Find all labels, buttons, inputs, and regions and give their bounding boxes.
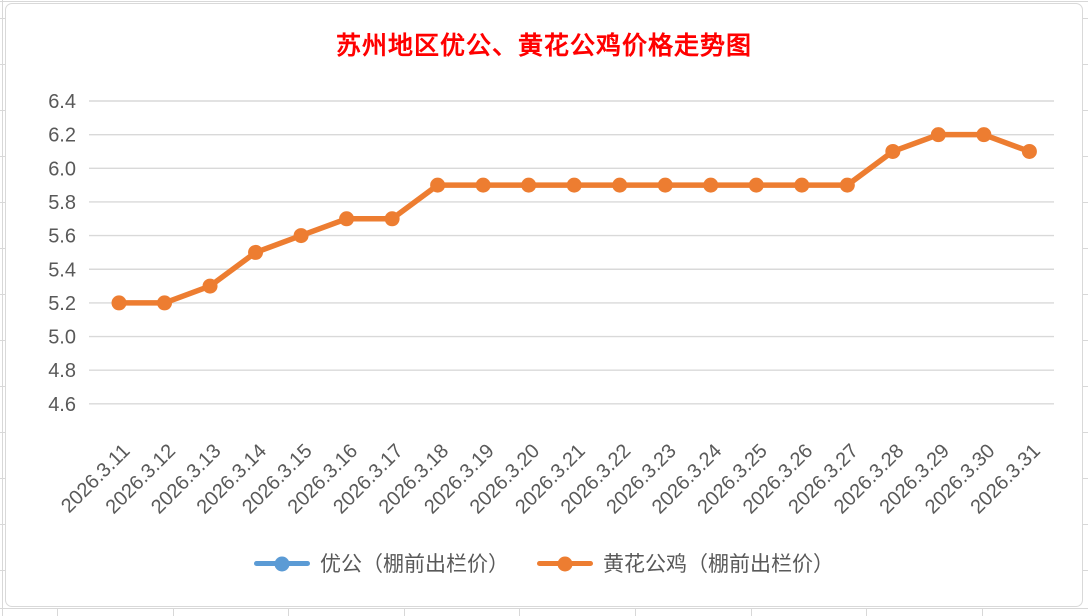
spreadsheet-gridline bbox=[1083, 570, 1088, 571]
data-point[interactable] bbox=[1021, 143, 1037, 159]
spreadsheet-gridline bbox=[1083, 432, 1088, 433]
spreadsheet-gridline bbox=[173, 609, 174, 616]
y-axis-label: 5.4 bbox=[48, 259, 76, 281]
spreadsheet-gridline bbox=[2, 0, 3, 616]
data-point[interactable] bbox=[976, 127, 992, 143]
data-point[interactable] bbox=[293, 228, 309, 244]
spreadsheet-gridline bbox=[1083, 294, 1088, 295]
spreadsheet-gridline bbox=[0, 386, 6, 387]
spreadsheet-gridline bbox=[0, 570, 6, 571]
data-point[interactable] bbox=[521, 177, 537, 193]
spreadsheet-gridline bbox=[1083, 524, 1088, 525]
data-point[interactable] bbox=[430, 177, 446, 193]
data-point[interactable] bbox=[248, 244, 264, 260]
spreadsheet-gridline bbox=[0, 432, 6, 433]
data-point[interactable] bbox=[566, 177, 582, 193]
spreadsheet-gridline bbox=[404, 609, 405, 616]
huanghua-series-line[interactable] bbox=[116, 131, 1033, 306]
spreadsheet-gridline bbox=[1083, 156, 1088, 157]
spreadsheet-gridline bbox=[0, 340, 6, 341]
data-point[interactable] bbox=[157, 295, 173, 311]
spreadsheet-gridline bbox=[1083, 386, 1088, 387]
chart: 苏州地区优公、黄花公鸡价格走势图 6.4 6.2 6.0 5.8 5.6 5.4 5.2 5.… bbox=[5, 3, 1083, 607]
legend-label-huanghua: 黄花公鸡（棚前出栏价） bbox=[603, 552, 834, 576]
data-point[interactable] bbox=[885, 143, 901, 159]
spreadsheet-gridline bbox=[0, 524, 6, 525]
spreadsheet-gridline bbox=[57, 609, 58, 616]
spreadsheet-gridline bbox=[0, 202, 6, 203]
spreadsheet-gridline bbox=[1083, 64, 1088, 65]
spreadsheet-gridline bbox=[1083, 248, 1088, 249]
data-point[interactable] bbox=[475, 177, 491, 193]
spreadsheet-gridline bbox=[866, 609, 867, 616]
y-axis-label: 5.2 bbox=[48, 293, 76, 315]
spreadsheet-gridline bbox=[0, 156, 6, 157]
data-point[interactable] bbox=[612, 177, 628, 193]
data-point[interactable] bbox=[794, 177, 810, 193]
data-point[interactable] bbox=[748, 177, 764, 193]
data-point[interactable] bbox=[839, 177, 855, 193]
spreadsheet-gridline bbox=[751, 609, 752, 616]
yougong-series-marker-icon bbox=[254, 556, 310, 571]
chart-legend: 优公（棚前出栏价） 黄花公鸡（棚前出栏价） bbox=[6, 552, 1082, 575]
spreadsheet-gridline bbox=[1083, 202, 1088, 203]
data-point[interactable] bbox=[111, 295, 127, 311]
chart-title: 苏州地区优公、黄花公鸡价格走势图 bbox=[335, 33, 752, 60]
data-point[interactable] bbox=[930, 127, 946, 143]
legend-item-huanghua[interactable]: 黄花公鸡（棚前出栏价） bbox=[537, 552, 834, 575]
spreadsheet-gridline bbox=[0, 478, 6, 479]
spreadsheet-gridline bbox=[288, 609, 289, 616]
y-axis-label: 5.8 bbox=[48, 192, 76, 214]
spreadsheet-gridline bbox=[635, 609, 636, 616]
spreadsheet-gridline bbox=[0, 294, 6, 295]
spreadsheet-gridline bbox=[0, 18, 6, 19]
spreadsheet-gridline bbox=[0, 1, 1088, 2]
y-axis-label: 5.6 bbox=[48, 226, 76, 248]
spreadsheet-gridline bbox=[0, 248, 6, 249]
legend-item-yougong[interactable]: 优公（棚前出栏价） bbox=[254, 552, 509, 575]
legend-label-yougong: 优公（棚前出栏价） bbox=[320, 552, 509, 576]
data-point[interactable] bbox=[384, 211, 400, 227]
spreadsheet-gridline bbox=[1083, 18, 1088, 19]
data-point[interactable] bbox=[202, 278, 218, 294]
spreadsheet-gridline bbox=[1083, 110, 1088, 111]
y-axis-label: 6.4 bbox=[48, 91, 76, 113]
spreadsheet-gridline bbox=[519, 609, 520, 616]
y-axis-label: 6.0 bbox=[48, 158, 76, 180]
y-axis-label: 4.8 bbox=[48, 360, 76, 382]
spreadsheet-gridline bbox=[982, 609, 983, 616]
data-point[interactable] bbox=[339, 211, 355, 227]
spreadsheet-gridline bbox=[1083, 478, 1088, 479]
plot-area: 6.46.26.05.85.65.45.25.04.84.62026.3.112… bbox=[48, 91, 1054, 518]
y-axis-label: 4.6 bbox=[48, 394, 76, 416]
spreadsheet-gridline bbox=[0, 608, 1088, 609]
y-axis-label: 6.2 bbox=[48, 125, 76, 147]
huanghua-series-marker-icon bbox=[537, 556, 593, 571]
spreadsheet-gridline bbox=[0, 64, 6, 65]
y-axis-label: 5.0 bbox=[48, 327, 76, 349]
spreadsheet-gridline bbox=[1083, 340, 1088, 341]
spreadsheet-gridline bbox=[0, 110, 6, 111]
data-point[interactable] bbox=[657, 177, 673, 193]
data-point[interactable] bbox=[703, 177, 719, 193]
